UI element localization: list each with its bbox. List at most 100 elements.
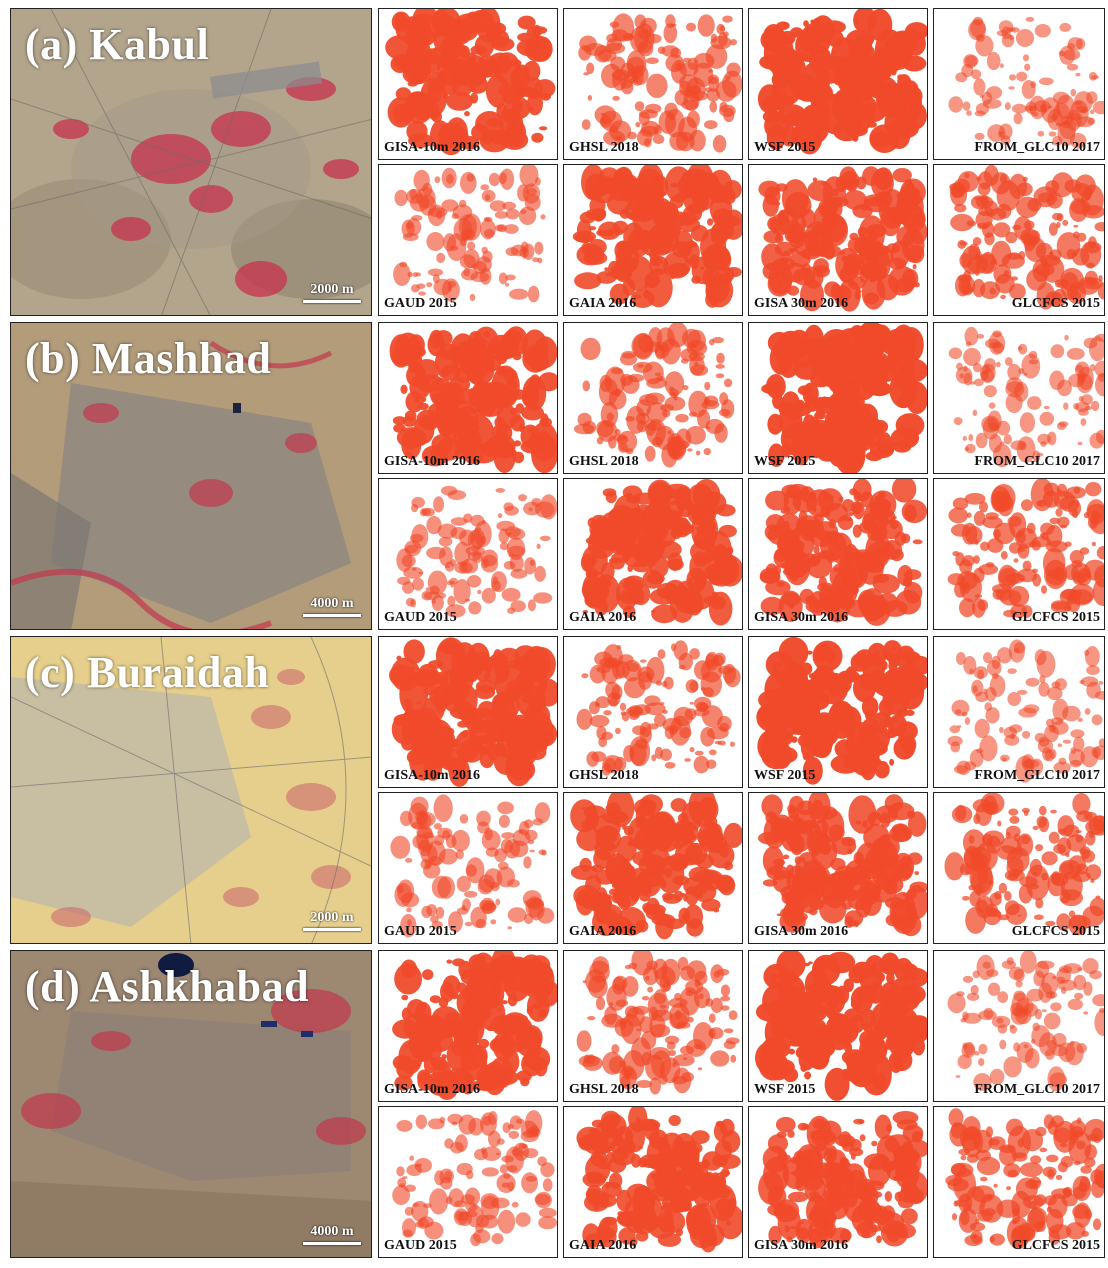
impervious-map xyxy=(757,9,927,155)
product-tile: GAUD 2015 xyxy=(378,478,558,630)
product-label: FROM_GLC10 2017 xyxy=(974,454,1100,469)
impervious-map xyxy=(576,951,740,1095)
product-tile: GHSL 2018 xyxy=(563,950,743,1102)
satellite-texture xyxy=(11,637,371,943)
product-tile: GHSL 2018 xyxy=(563,322,743,474)
scale-text: 2000 m xyxy=(310,910,354,925)
product-tile: GAUD 2015 xyxy=(378,1106,558,1258)
impervious-map xyxy=(578,13,742,153)
product-label: GHSL 2018 xyxy=(569,1082,639,1097)
impervious-map xyxy=(580,479,742,626)
product-label: FROM_GLC10 2017 xyxy=(974,140,1100,155)
product-tile: GLCFCS 2015 xyxy=(933,164,1105,316)
product-tile: GLCFCS 2015 xyxy=(933,792,1105,944)
impervious-map xyxy=(576,1107,742,1253)
product-label: GLCFCS 2015 xyxy=(1011,924,1100,939)
impervious-map xyxy=(570,793,742,940)
scale-text: 2000 m xyxy=(310,282,354,297)
satellite-image-buraidah: (c) Buraidah 2000 m xyxy=(10,636,372,944)
impervious-map xyxy=(945,1108,1104,1250)
product-label: GAIA 2016 xyxy=(569,610,637,625)
product-tile: FROM_GLC10 2017 xyxy=(933,8,1105,160)
city-label: (a) Kabul xyxy=(25,20,210,69)
product-tile: FROM_GLC10 2017 xyxy=(933,636,1105,788)
product-label: GISA 30m 2016 xyxy=(754,610,849,625)
row-ashkhabad: (d) Ashkhabad 4000 m GISA-10m 2016 GHSL 2… xyxy=(0,950,1108,1260)
row-buraidah: (c) Buraidah 2000 m GISA-10m 2016 GHSL 20… xyxy=(0,636,1108,946)
product-tile: GISA 30m 2016 xyxy=(748,1106,928,1258)
impervious-map xyxy=(390,794,555,938)
row-mashhad: (b) Mashhad 4000 m GISA-10m 2016 GHSL 201… xyxy=(0,322,1108,632)
impervious-map xyxy=(389,637,557,787)
product-tile: GAIA 2016 xyxy=(563,478,743,630)
product-tile: GAIA 2016 xyxy=(563,1106,743,1258)
impervious-map xyxy=(576,640,741,776)
product-tile: GHSL 2018 xyxy=(563,8,743,160)
product-tile: GISA 30m 2016 xyxy=(748,164,928,316)
impervious-map xyxy=(944,793,1104,936)
satellite-image-mashhad: (b) Mashhad 4000 m xyxy=(10,322,372,630)
product-label: GAUD 2015 xyxy=(384,1238,457,1253)
product-label: GHSL 2018 xyxy=(569,454,639,469)
product-label: GISA 30m 2016 xyxy=(754,1238,849,1253)
product-label: GAUD 2015 xyxy=(384,296,457,311)
satellite-texture xyxy=(11,9,371,315)
product-label: FROM_GLC10 2017 xyxy=(974,768,1100,783)
impervious-map xyxy=(389,326,557,473)
product-label: GAIA 2016 xyxy=(569,924,637,939)
product-label: GISA 30m 2016 xyxy=(754,924,849,939)
impervious-map xyxy=(758,793,927,937)
product-label: WSF 2015 xyxy=(754,1082,816,1097)
product-tile: GISA 30m 2016 xyxy=(748,792,928,944)
scale-bar: 2000 m xyxy=(303,910,361,931)
impervious-map xyxy=(759,479,927,626)
city-label: (d) Ashkhabad xyxy=(25,962,310,1011)
product-label: GAIA 2016 xyxy=(569,296,637,311)
impervious-map xyxy=(755,951,927,1101)
product-label: GISA-10m 2016 xyxy=(384,454,481,469)
impervious-map xyxy=(393,165,546,303)
satellite-texture xyxy=(11,323,371,629)
product-label: WSF 2015 xyxy=(754,454,816,469)
impervious-map xyxy=(396,485,557,618)
product-label: GLCFCS 2015 xyxy=(1011,610,1100,625)
scale-text: 4000 m xyxy=(310,596,354,611)
satellite-image-ashkhabad: (d) Ashkhabad 4000 m xyxy=(10,950,372,1258)
product-tile: GAUD 2015 xyxy=(378,164,558,316)
product-tile: GISA 30m 2016 xyxy=(748,478,928,630)
product-label: GAIA 2016 xyxy=(569,1238,637,1253)
row-kabul: (a) Kabul 2000 m GISA-10m 2016 GHSL 2018 W… xyxy=(0,8,1108,318)
product-tile: GISA-10m 2016 xyxy=(378,950,558,1102)
impervious-map xyxy=(761,323,927,473)
product-tile: GHSL 2018 xyxy=(563,636,743,788)
impervious-map xyxy=(948,326,1104,468)
product-tile: FROM_GLC10 2017 xyxy=(933,950,1105,1102)
product-label: WSF 2015 xyxy=(754,140,816,155)
product-label: GISA-10m 2016 xyxy=(384,140,481,155)
impervious-map xyxy=(392,951,557,1100)
impervious-map xyxy=(948,16,1104,149)
product-tile: GISA-10m 2016 xyxy=(378,322,558,474)
scale-bar: 4000 m xyxy=(303,1224,361,1245)
product-label: GISA-10m 2016 xyxy=(384,1082,481,1097)
scale-bar: 4000 m xyxy=(303,596,361,617)
product-label: GAUD 2015 xyxy=(384,924,457,939)
scale-line xyxy=(303,1242,361,1245)
product-label: WSF 2015 xyxy=(754,768,816,783)
product-label: GAUD 2015 xyxy=(384,610,457,625)
product-tile: WSF 2015 xyxy=(748,8,928,160)
product-tile: FROM_GLC10 2017 xyxy=(933,322,1105,474)
scale-line xyxy=(303,614,361,617)
product-label: GLCFCS 2015 xyxy=(1011,1238,1100,1253)
product-label: GLCFCS 2015 xyxy=(1011,296,1100,311)
product-tile: WSF 2015 xyxy=(748,322,928,474)
city-label: (c) Buraidah xyxy=(25,648,270,697)
impervious-map xyxy=(392,1110,557,1247)
product-label: GISA 30m 2016 xyxy=(754,296,849,311)
impervious-map xyxy=(758,1111,927,1249)
product-tile: GAUD 2015 xyxy=(378,792,558,944)
product-label: GHSL 2018 xyxy=(569,768,639,783)
scale-bar: 2000 m xyxy=(303,282,361,303)
product-tile: GAIA 2016 xyxy=(563,164,743,316)
scale-line xyxy=(303,300,361,303)
